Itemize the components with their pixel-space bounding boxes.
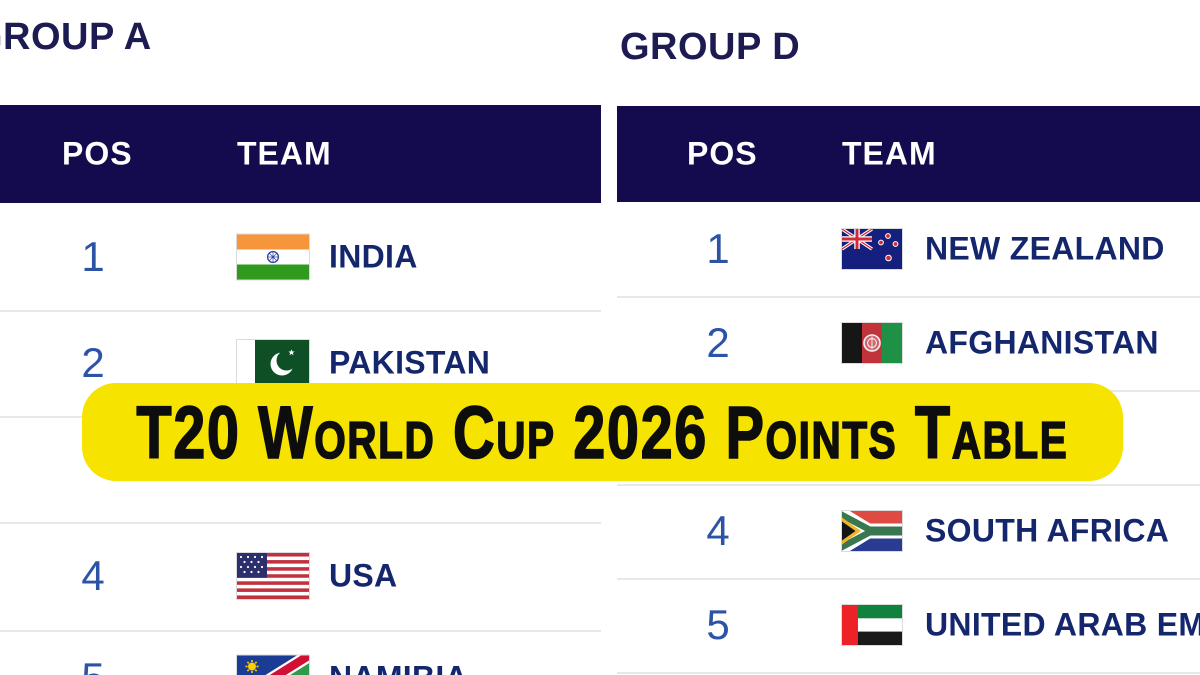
team-name-cell: NAMIBIA bbox=[329, 660, 468, 675]
row-divider bbox=[0, 630, 601, 632]
team-name-cell: UNITED ARAB EMIRATES bbox=[925, 606, 1200, 643]
namibia-flag-icon bbox=[237, 655, 309, 675]
team-name-cell: NEW ZEALAND bbox=[925, 230, 1165, 267]
team-column-header: TEAM bbox=[842, 135, 937, 172]
table-row-pakistan: 2 PAKISTAN bbox=[0, 310, 601, 416]
table-row-usa: 4 bbox=[0, 522, 601, 630]
position-cell: 4 bbox=[81, 552, 105, 599]
position-cell: 5 bbox=[706, 601, 730, 648]
group-d-panel: GROUP D POS TEAM 1 bbox=[617, 0, 1200, 675]
row-divider bbox=[617, 484, 1200, 486]
position-cell: 4 bbox=[706, 507, 730, 554]
table-row-united-arab-emirates: 5 UNITED ARAB EMIRATES bbox=[617, 578, 1200, 672]
row-divider bbox=[617, 578, 1200, 580]
new-zealand-flag-icon bbox=[842, 229, 902, 269]
united-arab-emirates-flag-icon bbox=[842, 605, 902, 645]
team-column-header: TEAM bbox=[237, 135, 332, 172]
afghanistan-flag-icon bbox=[842, 323, 902, 363]
row-divider bbox=[617, 672, 1200, 674]
team-name-cell: AFGHANISTAN bbox=[925, 324, 1159, 361]
team-name-cell: SOUTH AFRICA bbox=[925, 512, 1170, 549]
position-cell: 2 bbox=[706, 319, 730, 366]
team-name-cell: PAKISTAN bbox=[329, 344, 491, 381]
table-row-new-zealand: 1 bbox=[617, 202, 1200, 296]
pakistan-flag-icon bbox=[237, 340, 309, 386]
table-row-south-africa: 4 SOUTH AFRICA bbox=[617, 484, 1200, 578]
pos-column-header: POS bbox=[62, 135, 133, 172]
position-cell: 2 bbox=[81, 339, 105, 386]
title-banner: T20 World Cup 2026 Points Table bbox=[82, 383, 1123, 481]
group-d-title: GROUP D bbox=[620, 26, 801, 68]
position-cell: 5 bbox=[62, 654, 124, 675]
row-divider bbox=[0, 522, 601, 524]
position-cell: 1 bbox=[706, 225, 730, 272]
banner-title: T20 World Cup 2026 Points Table bbox=[136, 390, 1069, 475]
team-name-cell: USA bbox=[329, 557, 398, 594]
row-divider bbox=[617, 296, 1200, 298]
table-row-afghanistan: 2 AFGHANISTAN bbox=[617, 296, 1200, 390]
table-row-namibia: 5 NAMIBIA bbox=[0, 630, 601, 675]
pos-column-header: POS bbox=[687, 135, 758, 172]
row-divider bbox=[0, 310, 601, 312]
table-row-india: 1 INDIA bbox=[0, 203, 601, 310]
group-d-header-row: POS TEAM bbox=[617, 106, 1200, 202]
south-africa-flag-icon bbox=[842, 511, 902, 551]
usa-flag-icon bbox=[237, 553, 309, 599]
group-a-header-row: POS TEAM bbox=[0, 105, 601, 203]
india-flag-icon bbox=[237, 234, 309, 279]
team-name-cell: INDIA bbox=[329, 238, 418, 274]
group-a-title: GROUP A bbox=[0, 16, 152, 58]
position-cell: 1 bbox=[81, 232, 105, 280]
group-a-panel: GROUP A POS TEAM 1 bbox=[0, 16, 601, 675]
